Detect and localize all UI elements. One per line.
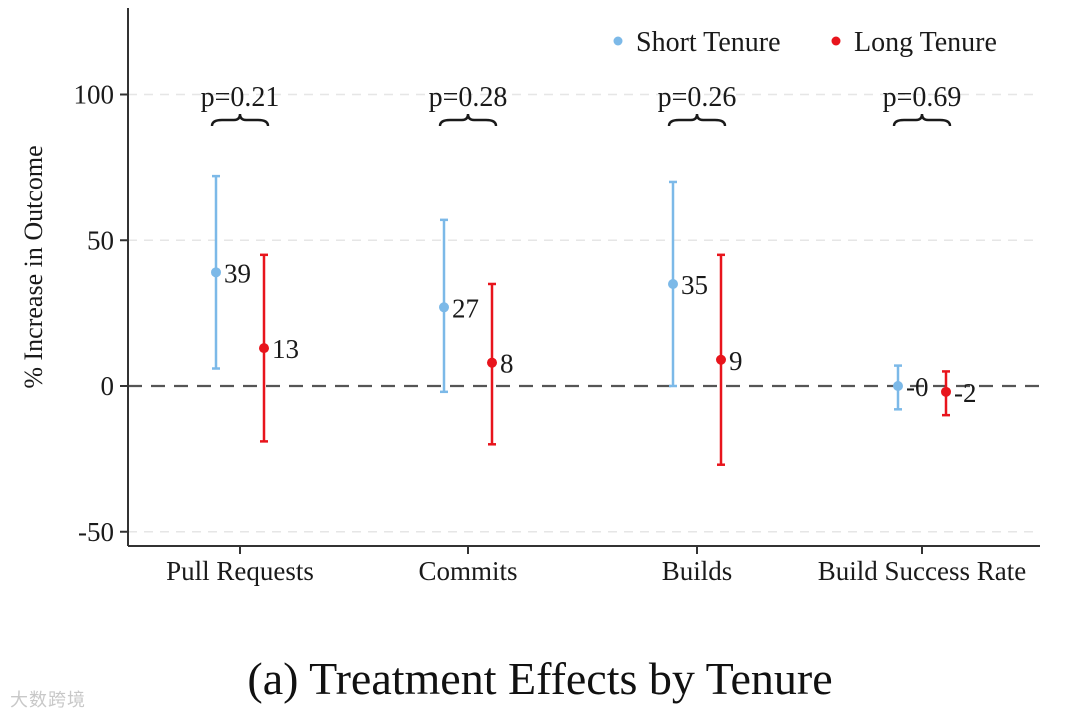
comparison-brace bbox=[667, 113, 727, 127]
data-label: 27 bbox=[452, 293, 479, 323]
legend-marker bbox=[831, 36, 841, 46]
x-tick-label: Pull Requests bbox=[166, 556, 314, 586]
comparison-brace bbox=[210, 113, 270, 127]
data-point bbox=[211, 267, 221, 278]
data-label: 8 bbox=[500, 349, 514, 379]
legend-label: Long Tenure bbox=[854, 27, 997, 58]
data-point bbox=[487, 357, 497, 368]
data-point bbox=[941, 386, 951, 397]
data-label: -2 bbox=[954, 378, 977, 408]
data-point bbox=[716, 354, 726, 365]
chart-caption: (a) Treatment Effects by Tenure bbox=[247, 653, 833, 704]
comparison-brace bbox=[438, 113, 498, 127]
data-label: 39 bbox=[224, 258, 251, 288]
data-point bbox=[439, 302, 449, 313]
legend-marker bbox=[613, 36, 623, 46]
y-axis-label: % Increase in Outcome bbox=[19, 145, 48, 388]
y-tick-label: 100 bbox=[74, 80, 115, 110]
data-label: -0 bbox=[906, 372, 929, 402]
p-value-label: p=0.26 bbox=[658, 82, 737, 113]
p-value-label: p=0.21 bbox=[201, 82, 280, 113]
comparison-brace bbox=[892, 113, 952, 127]
y-tick-label: 50 bbox=[87, 225, 114, 255]
data-point bbox=[668, 278, 678, 289]
y-tick-label: -50 bbox=[78, 517, 114, 547]
data-point bbox=[259, 343, 269, 354]
data-point bbox=[893, 381, 903, 391]
x-tick-label: Commits bbox=[418, 556, 517, 586]
chart: -50 0 50 100 Pull Requests Commits Builds Build… bbox=[19, 8, 1040, 586]
data-label: 35 bbox=[681, 270, 708, 300]
p-value-label: p=0.69 bbox=[883, 82, 962, 113]
x-tick-label: Build Success Rate bbox=[818, 556, 1026, 586]
y-tick-label: 0 bbox=[101, 371, 115, 401]
x-tick-label: Builds bbox=[662, 556, 733, 586]
p-value-label: p=0.28 bbox=[429, 82, 508, 113]
data-label: 9 bbox=[729, 346, 743, 376]
data-label: 13 bbox=[272, 334, 299, 364]
legend-label: Short Tenure bbox=[636, 27, 781, 58]
watermark-logo: 大数跨境 bbox=[10, 690, 86, 711]
